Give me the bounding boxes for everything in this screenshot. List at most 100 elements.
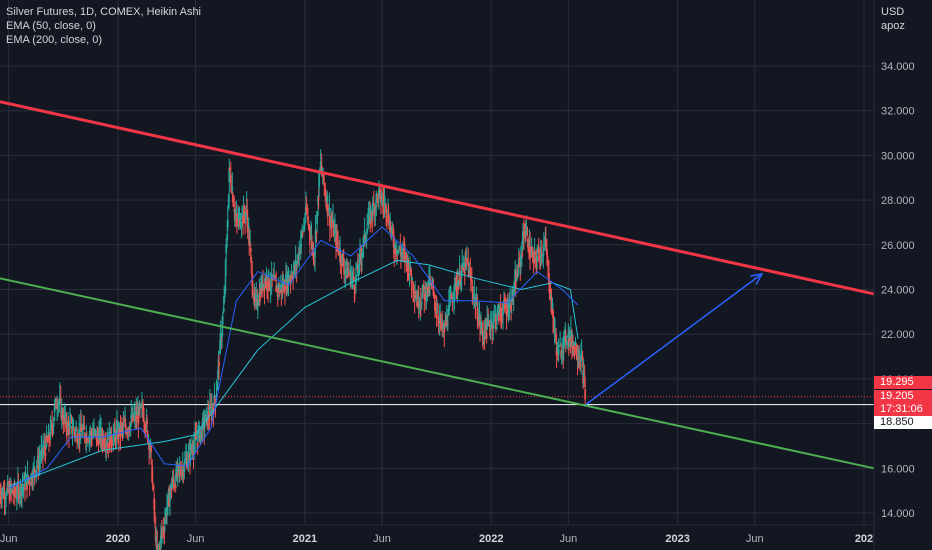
x-tick-label: 2021 xyxy=(293,533,317,545)
candle-body xyxy=(510,304,513,312)
candle-body xyxy=(310,236,312,238)
candle-body xyxy=(444,323,447,326)
candle-body xyxy=(324,189,327,195)
x-tick-label: 2022 xyxy=(479,533,503,545)
candle-body xyxy=(81,434,84,437)
trendlines[interactable] xyxy=(0,100,875,470)
candle-body xyxy=(463,268,466,276)
candle-body xyxy=(501,318,504,320)
candle-body xyxy=(103,446,106,448)
candle-body xyxy=(167,490,170,494)
candle-body xyxy=(526,230,529,232)
candle-body xyxy=(5,497,8,499)
candle-body xyxy=(575,355,578,357)
candle-body xyxy=(323,183,326,187)
candle-body xyxy=(320,165,323,171)
candle-body xyxy=(533,252,536,259)
candle-body xyxy=(552,309,554,318)
candle-body xyxy=(58,397,61,401)
candle-body xyxy=(89,430,92,434)
candle-body xyxy=(82,424,85,428)
candle-body xyxy=(462,263,465,267)
candle-body xyxy=(31,483,34,485)
candle-body xyxy=(309,234,311,239)
candle-body xyxy=(134,416,137,421)
candle-body xyxy=(80,426,83,432)
x-tick-label: Jun xyxy=(746,533,764,545)
candle-body xyxy=(198,425,201,429)
candle-body xyxy=(40,450,43,456)
candle-body xyxy=(114,436,117,443)
x-tick-label: 2020 xyxy=(106,533,130,545)
support-trendline xyxy=(0,277,875,470)
candle-body xyxy=(575,347,577,355)
candle-body xyxy=(97,440,100,446)
candle-body xyxy=(135,414,138,419)
candle-body xyxy=(560,355,563,358)
candle-body xyxy=(74,429,77,433)
candle-body xyxy=(106,440,109,443)
candle-body xyxy=(151,482,154,484)
candle-body xyxy=(511,289,514,302)
candle-body xyxy=(256,299,259,307)
candle-body xyxy=(483,338,486,341)
ema200-legend[interactable]: EMA (200, close, 0) xyxy=(6,34,102,46)
candle-body xyxy=(547,260,549,264)
candle-body xyxy=(387,215,390,223)
candle-body xyxy=(269,288,272,290)
currency-label[interactable]: USD apoz xyxy=(881,5,905,33)
candle-body xyxy=(561,350,564,354)
candle-body xyxy=(331,223,334,225)
candle-body xyxy=(518,258,521,260)
candle-body xyxy=(420,303,423,305)
candle-body xyxy=(65,429,68,433)
candle-body xyxy=(76,434,79,442)
candle-body xyxy=(473,294,476,296)
candle-body xyxy=(364,235,367,241)
candle-body xyxy=(117,426,120,434)
ema50-legend[interactable]: EMA (50, close, 0) xyxy=(6,20,96,32)
candle-body xyxy=(156,544,159,550)
candle-body xyxy=(225,244,228,254)
candle-body xyxy=(28,479,31,481)
candle-body xyxy=(542,246,545,251)
candle-body xyxy=(206,417,209,427)
candle-body xyxy=(506,300,509,309)
candle-body xyxy=(438,317,441,321)
candle-body xyxy=(48,436,50,442)
candle-body xyxy=(564,335,567,343)
symbol-title[interactable]: Silver Futures, 1D, COMEX, Heikin Ashi xyxy=(6,6,202,18)
candle-body xyxy=(567,338,570,346)
candle-body xyxy=(242,217,244,223)
candle-body xyxy=(568,331,571,340)
candle-body xyxy=(180,474,183,477)
price-axis[interactable]: 14.00016.00018.00020.00022.00024.00026.0… xyxy=(881,61,915,520)
candle-body xyxy=(469,276,472,280)
candle-body xyxy=(19,494,21,497)
candle-body xyxy=(243,209,245,215)
candle-body xyxy=(466,259,469,262)
candle-body xyxy=(391,225,394,228)
candle-body xyxy=(357,266,359,272)
candle-body xyxy=(417,291,420,300)
candle-body xyxy=(374,207,377,209)
candle-body xyxy=(439,317,442,324)
candle-body xyxy=(367,221,370,226)
candle-body xyxy=(564,329,567,331)
candle-body xyxy=(26,481,28,490)
candle-body xyxy=(334,227,336,229)
candle-body xyxy=(427,286,429,293)
candle-body xyxy=(396,254,399,256)
candle-body xyxy=(189,444,192,454)
candle-body xyxy=(75,428,77,430)
candle-body xyxy=(249,244,252,246)
candle-body xyxy=(527,238,529,248)
candle-body xyxy=(126,431,129,433)
time-axis[interactable]: Jun 2020 Jun 2021 Jun 2022 Jun 2023 Jun 202 xyxy=(0,0,875,550)
candle-body xyxy=(492,314,495,320)
candle-body xyxy=(37,461,40,470)
candle-body xyxy=(353,290,356,293)
candle-body xyxy=(193,444,195,451)
candle-body xyxy=(510,311,513,313)
